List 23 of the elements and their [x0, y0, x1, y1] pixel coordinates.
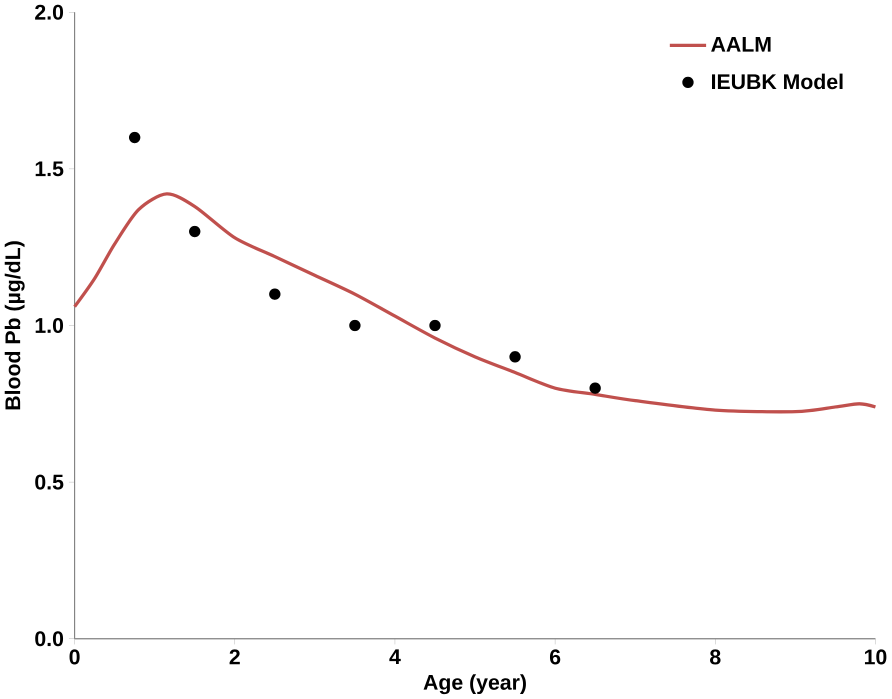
point	[349, 320, 361, 332]
y-tick-label: 0.0	[35, 631, 64, 646]
x-tick-label: 0	[70, 650, 80, 665]
point	[509, 351, 521, 363]
x-axis-title: Age (year)	[424, 674, 526, 694]
y-axis-title: Blood Pb (µg/dL)	[4, 241, 25, 410]
y-tick-label: 2.0	[35, 4, 64, 20]
x-tick-label: 4	[389, 650, 401, 664]
line-series	[72, 192, 878, 414]
point	[429, 320, 441, 332]
y-tick-label: 1.0	[36, 318, 64, 334]
y-tick-label: 0.5	[35, 474, 64, 490]
legend-label: AALM	[711, 37, 771, 52]
point	[269, 288, 280, 300]
legend-label: IEUBK Model	[712, 74, 843, 90]
point	[589, 382, 601, 394]
y-tick-label: 1.5	[36, 162, 64, 176]
x-tick-label: 8	[710, 650, 721, 665]
point	[129, 132, 140, 144]
x-tick-label: 10	[864, 650, 886, 665]
x-tick-label: 2	[230, 650, 240, 664]
point	[189, 226, 200, 238]
x-tick-label: 6	[550, 650, 560, 665]
